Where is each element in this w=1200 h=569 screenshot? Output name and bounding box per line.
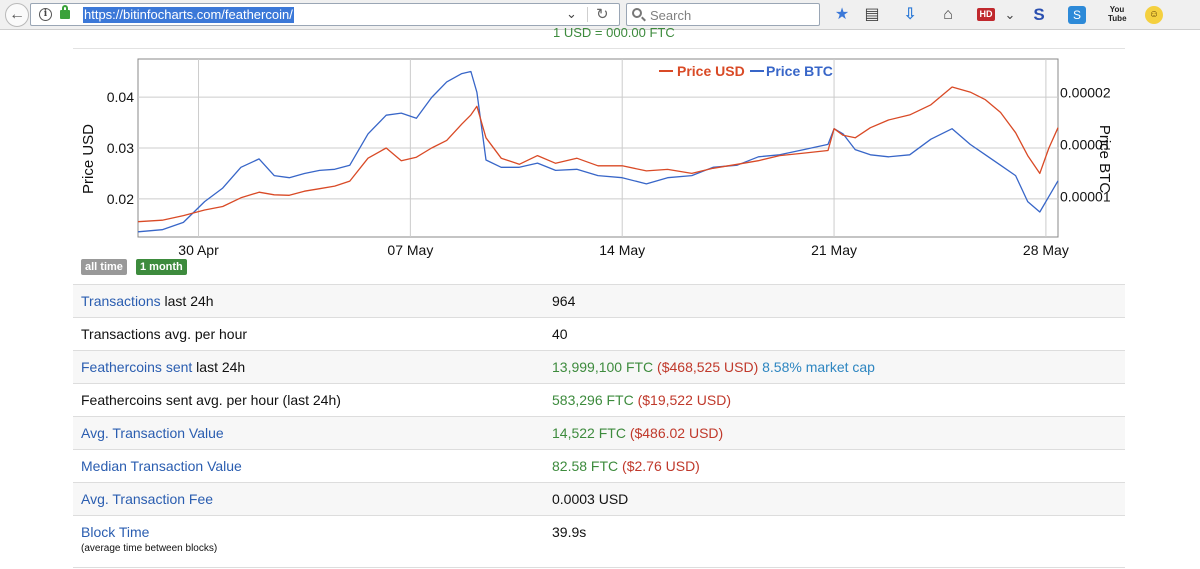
legend-usd-label: Price USD [677, 63, 745, 79]
table-row: Feathercoins sent avg. per hour (last 24… [73, 383, 1125, 417]
median-transaction-value-link[interactable]: Median Transaction Value [81, 458, 242, 474]
x-tick-label: 30 Apr [178, 242, 219, 258]
x-tick-label: 07 May [387, 242, 433, 258]
search-placeholder: Search [650, 8, 692, 23]
home-icon[interactable]: ⌂ [943, 6, 953, 23]
y-tick-label-left: 0.04 [107, 89, 134, 105]
table-row: Feathercoins sent last 24h 13,999,100 FT… [73, 350, 1125, 384]
search-icon [632, 8, 642, 18]
exchange-rate-text: 1 USD = 000.00 FTC [553, 25, 675, 40]
x-tick-label: 28 May [1023, 242, 1069, 258]
stat-value-usd: ($19,522 USD) [633, 392, 731, 408]
chart-axes: 0.04 0.03 0.02 0.00002 0.00001 0.00001 30 Apr 0… [107, 84, 1111, 258]
y-axis-label-right: Price BTC [1096, 125, 1113, 194]
stat-value-ftc: 13,999,100 FTC [552, 359, 654, 375]
page-content: 1 USD = 000.00 FTC 0.04 0.03 0.02 0.00002 0.… [0, 25, 1200, 569]
download-icon[interactable]: ⇩ [903, 6, 917, 23]
stat-label: last 24h [160, 293, 214, 309]
avg-transaction-value-link[interactable]: Avg. Transaction Value [81, 425, 224, 441]
chevron-down-icon[interactable]: ⌄ [1004, 7, 1016, 22]
bookmark-star-icon[interactable]: ★ [834, 6, 850, 23]
browser-toolbar: ← i https://bitinfocharts.com/feathercoi… [0, 0, 1200, 30]
reload-icon[interactable]: ↻ [596, 6, 609, 23]
block-time-link[interactable]: Block Time [81, 524, 150, 540]
chart-legend: Price USD Price BTC [659, 63, 833, 79]
chart-series [137, 70, 1059, 233]
table-row: Transactions last 24h 964 [73, 284, 1125, 318]
skype-icon[interactable]: S [1068, 6, 1086, 24]
stat-value-usd: ($486.02 USD) [625, 425, 724, 441]
table-row: Block Time (average time between blocks) … [73, 515, 1125, 568]
price-usd-line [137, 86, 1059, 223]
x-tick-label: 21 May [811, 242, 857, 258]
stat-value: 40 [552, 326, 568, 342]
table-row: Transactions avg. per hour 40 [73, 317, 1125, 351]
y-tick-label-left: 0.02 [107, 191, 134, 207]
feathercoins-sent-link[interactable]: Feathercoins sent [81, 359, 193, 375]
back-button[interactable]: ← [5, 3, 29, 27]
avg-transaction-fee-link[interactable]: Avg. Transaction Fee [81, 491, 214, 507]
stat-value-ftc: 14,522 FTC [552, 425, 626, 441]
stat-label: Feathercoins sent avg. per hour (last 24… [81, 392, 341, 408]
stat-label: Transactions avg. per hour [81, 326, 248, 342]
price-btc-line [137, 70, 1059, 233]
market-cap-link[interactable]: 8.58% market cap [758, 359, 875, 375]
stat-value-ftc: 583,296 FTC [552, 392, 634, 408]
transactions-link[interactable]: Transactions [81, 293, 161, 309]
extension-mascot-icon[interactable]: ☺ [1145, 6, 1163, 24]
hd-extension-icon[interactable]: HD [977, 8, 995, 21]
block-time-note: (average time between blocks) [81, 543, 218, 554]
info-icon[interactable]: i [39, 8, 52, 21]
search-input[interactable]: Search [626, 3, 820, 26]
range-all-time-button[interactable]: all time [81, 259, 127, 275]
range-1-month-button[interactable]: 1 month [136, 259, 187, 275]
table-row: Avg. Transaction Value 14,522 FTC ($486.… [73, 416, 1125, 450]
lock-icon [60, 5, 70, 19]
y-tick-label-right: 0.00002 [1060, 84, 1111, 100]
stat-value-usd: ($468,525 USD) [653, 359, 759, 375]
y-tick-label-left: 0.03 [107, 140, 134, 156]
url-divider [587, 7, 588, 22]
stat-value: 39.9s [552, 524, 587, 540]
x-tick-label: 14 May [599, 242, 645, 258]
stats-table: Transactions last 24h 964 Transactions a… [73, 284, 1125, 568]
chevron-down-icon[interactable]: ⌄ [566, 6, 577, 21]
table-row: Avg. Transaction Fee 0.0003 USD [73, 482, 1125, 516]
legend-btc-label: Price BTC [766, 63, 833, 79]
youtube-icon[interactable]: You Tube [1108, 5, 1127, 23]
stat-label: last 24h [192, 359, 246, 375]
url-text[interactable]: https://bitinfocharts.com/feathercoin/ [83, 7, 294, 23]
stat-value: 0.0003 USD [552, 491, 629, 507]
stat-value-usd: ($2.76 USD) [618, 458, 700, 474]
address-bar[interactable]: i https://bitinfocharts.com/feathercoin/… [30, 3, 620, 26]
table-row: Median Transaction Value 82.58 FTC ($2.7… [73, 449, 1125, 483]
y-tick-label-right: 0.00001 [1060, 136, 1111, 152]
clipboard-icon[interactable]: ▤ [864, 6, 880, 23]
stat-value: 964 [552, 293, 576, 309]
divider [73, 48, 1125, 49]
s-extension-icon[interactable]: S [1033, 5, 1045, 24]
stat-value-ftc: 82.58 FTC [552, 458, 619, 474]
price-chart-svg: 0.04 0.03 0.02 0.00002 0.00001 0.00001 30 Apr 0… [80, 58, 1113, 258]
y-tick-label-right: 0.00001 [1060, 188, 1111, 204]
price-chart: 0.04 0.03 0.02 0.00002 0.00001 0.00001 30 Apr 0… [73, 51, 1125, 261]
y-axis-label-left: Price USD [80, 124, 97, 194]
